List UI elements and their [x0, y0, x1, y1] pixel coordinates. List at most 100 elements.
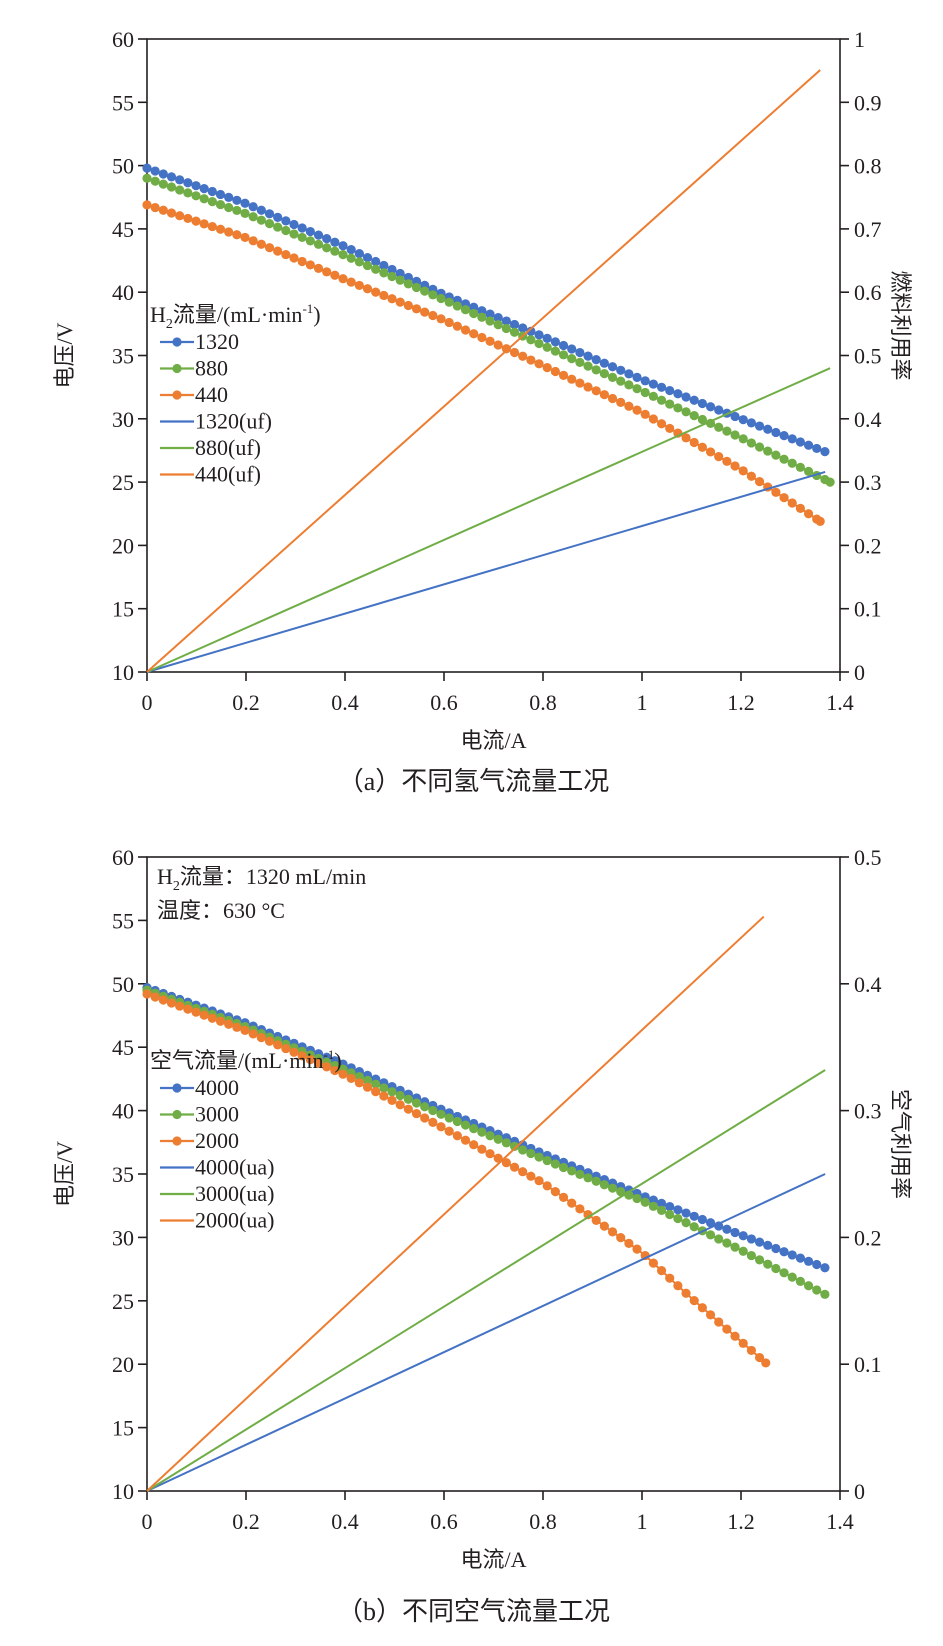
y-tick-label: 60: [112, 27, 134, 52]
data-point: [256, 215, 266, 225]
series-880: [142, 173, 835, 487]
data-point: [518, 351, 528, 361]
y2-tick-label: 0.4: [854, 972, 882, 997]
data-point: [648, 414, 658, 424]
x-tick-label: 0.8: [529, 1509, 557, 1534]
data-point: [403, 1094, 413, 1104]
data-point: [640, 387, 650, 398]
data-point: [738, 415, 748, 425]
data-point: [616, 1233, 626, 1243]
data-point: [820, 1289, 830, 1299]
data-point: [624, 380, 634, 390]
data-point: [558, 340, 569, 351]
data-point: [681, 1218, 691, 1228]
data-point: [738, 1231, 748, 1241]
data-point: [575, 347, 585, 358]
y2-tick-label: 0.4: [854, 407, 882, 432]
data-point: [583, 382, 593, 392]
utilization-line: [146, 1069, 826, 1492]
data-point: [207, 1013, 217, 1023]
legend-title-superscript: -1: [302, 301, 313, 316]
data-point: [338, 241, 348, 251]
data-point: [281, 1043, 291, 1054]
data-point: [477, 1127, 487, 1137]
data-point: [305, 226, 315, 237]
y2-tick-label: 0.1: [854, 597, 882, 622]
data-point: [175, 211, 185, 221]
data-point: [779, 454, 789, 464]
data-point: [746, 438, 756, 448]
data-point: [493, 313, 503, 323]
data-point: [354, 1078, 364, 1088]
data-point: [632, 1244, 642, 1254]
data-point: [550, 337, 560, 347]
data-point: [501, 344, 511, 354]
data-point: [640, 376, 650, 386]
figure-caption: （a）不同氢气流量工况: [338, 767, 610, 796]
x-tick-label: 1.4: [826, 1509, 854, 1534]
data-point: [289, 219, 299, 230]
data-point: [379, 260, 389, 271]
data-point: [616, 397, 626, 407]
legend-label: 2000: [195, 1128, 239, 1153]
data-point: [207, 197, 217, 207]
data-point: [175, 175, 185, 185]
y2-tick-label: 0: [854, 1479, 865, 1504]
data-point: [371, 256, 381, 267]
data-point: [648, 1258, 658, 1268]
data-point: [599, 390, 609, 400]
y2-tick-label: 0.6: [854, 280, 882, 305]
x-tick-label: 0: [142, 1509, 153, 1534]
legend-label: 440(uf): [195, 462, 261, 487]
data-point: [428, 1117, 438, 1127]
data-point: [183, 178, 193, 188]
data-point: [640, 1197, 650, 1207]
data-point: [763, 446, 773, 456]
data-point: [215, 224, 226, 234]
data-point: [689, 1296, 699, 1306]
data-point: [746, 1234, 756, 1244]
data-point: [166, 172, 177, 182]
data-point: [305, 236, 315, 246]
series-880(uf): [146, 367, 831, 673]
data-point: [550, 1159, 560, 1169]
data-point: [224, 227, 234, 237]
data-point: [371, 264, 381, 274]
data-point: [722, 456, 732, 466]
data-point: [689, 437, 699, 448]
data-point: [526, 335, 536, 345]
x-tick-label: 0.4: [331, 690, 359, 715]
data-point: [542, 333, 552, 343]
data-point: [362, 252, 373, 263]
data-point: [689, 395, 699, 405]
data-point: [183, 213, 193, 224]
data-point: [689, 411, 699, 421]
data-point: [289, 253, 299, 263]
data-point: [697, 1214, 707, 1225]
data-point: [273, 222, 283, 232]
y-tick-label: 30: [112, 407, 134, 432]
data-point: [697, 414, 707, 425]
data-point: [428, 290, 438, 300]
data-point: [567, 353, 577, 364]
data-point: [730, 461, 740, 471]
data-point: [542, 1181, 552, 1191]
data-point: [183, 1004, 193, 1014]
utilization-line: [146, 69, 821, 673]
data-point: [754, 421, 765, 431]
data-point: [730, 1331, 740, 1341]
y-tick-label: 30: [112, 1225, 134, 1250]
data-point: [142, 163, 152, 173]
legend-label: 4000: [195, 1075, 239, 1100]
y-tick-label: 45: [112, 1035, 134, 1060]
data-point: [591, 1176, 601, 1186]
data-point: [322, 234, 332, 244]
data-point: [665, 399, 675, 409]
x-tick-label: 1: [637, 1509, 648, 1534]
data-point: [599, 1180, 609, 1190]
voltage-line: [146, 989, 826, 1296]
data-point: [420, 1113, 430, 1123]
x-tick-label: 1.4: [826, 690, 854, 715]
data-point: [142, 200, 152, 210]
data-point: [697, 1303, 707, 1313]
